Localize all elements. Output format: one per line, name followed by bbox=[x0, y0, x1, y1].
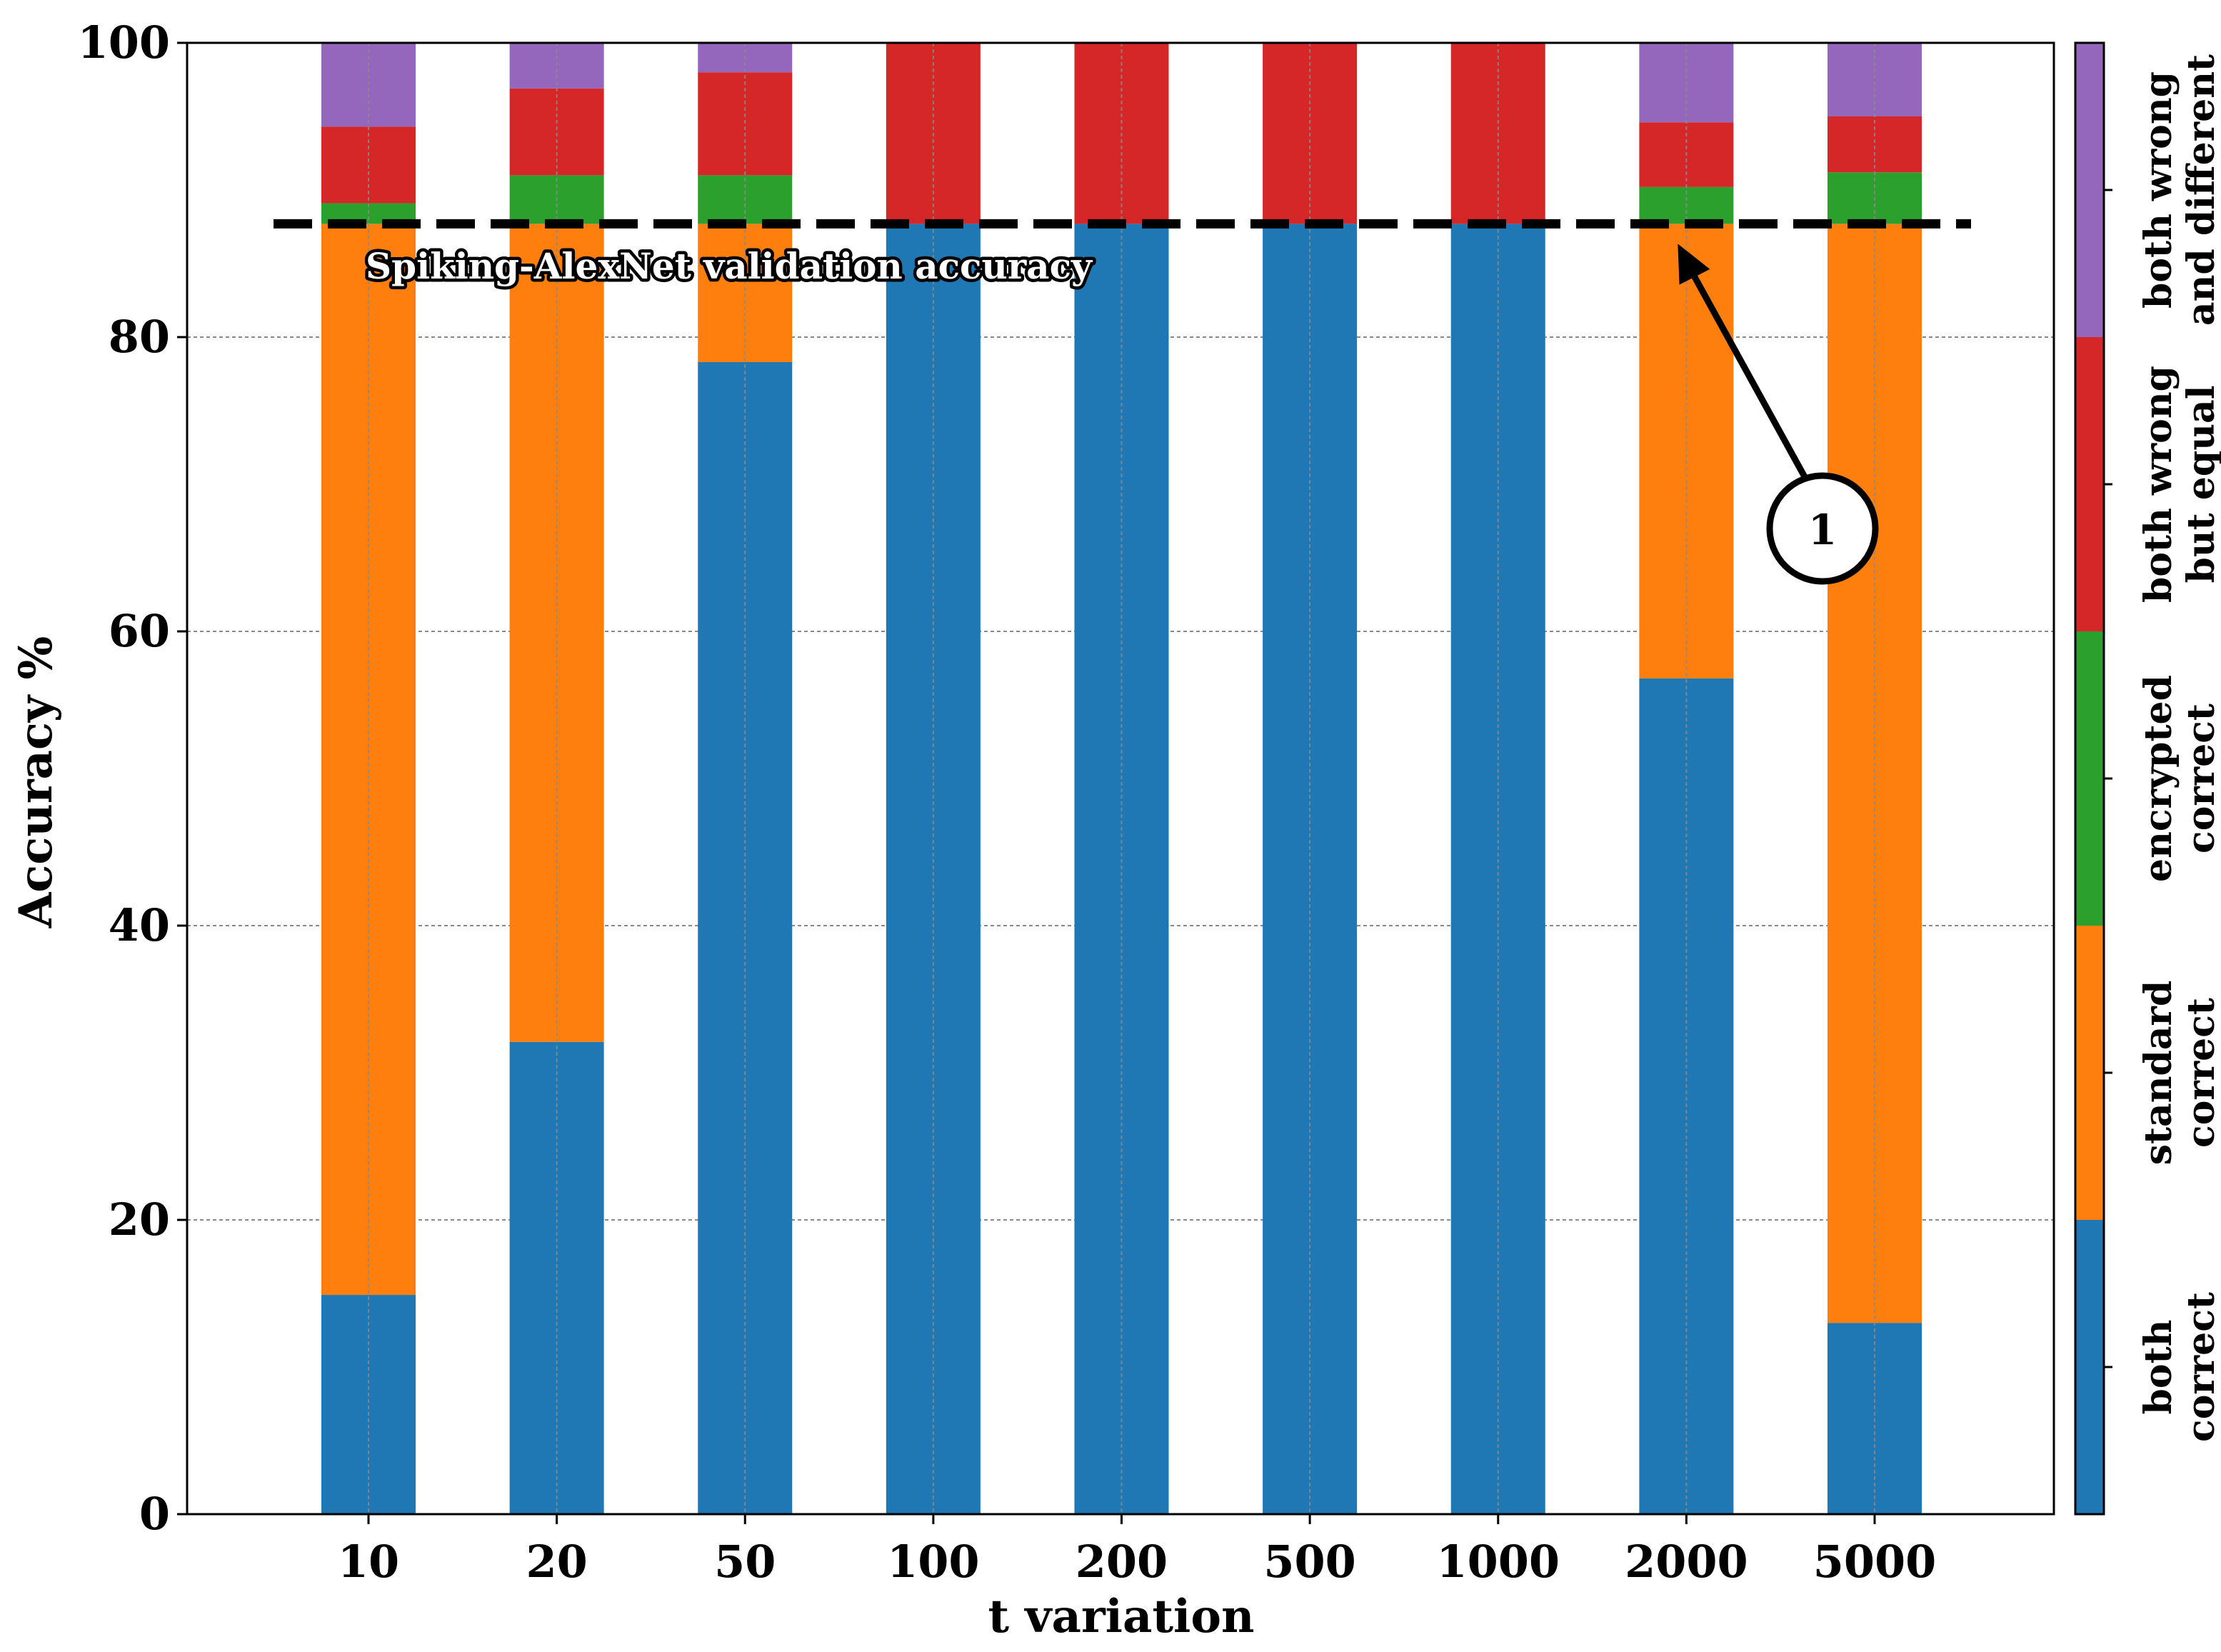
colorbar-label-line: correct bbox=[2180, 998, 2221, 1148]
y-tick-label: 80 bbox=[109, 311, 170, 363]
colorbar-segment bbox=[2075, 337, 2104, 631]
y-tick-label: 0 bbox=[139, 1488, 170, 1540]
colorbar-label-line: correct bbox=[2180, 1292, 2221, 1442]
bar-segment bbox=[1828, 43, 1922, 116]
colorbar-label: both wrong but equal bbox=[2137, 366, 2221, 603]
x-tick-label: 500 bbox=[1263, 1536, 1355, 1588]
colorbar-label-line: correct bbox=[2180, 704, 2221, 853]
colorbar-label-line: standard bbox=[2137, 981, 2180, 1166]
callout-number: 1 bbox=[1808, 506, 1837, 554]
colorbar-label-line: both wrong bbox=[2137, 366, 2180, 603]
y-tick-label: 100 bbox=[78, 16, 170, 69]
vertical-grid-lines bbox=[368, 43, 1875, 1514]
colorbar-frame bbox=[2074, 41, 2105, 1516]
colorbar-label-line: both bbox=[2137, 1320, 2180, 1415]
callout-arrow-head bbox=[1678, 244, 1710, 285]
y-tick-label: 40 bbox=[109, 899, 170, 951]
colorbar-segment bbox=[2075, 631, 2104, 926]
colorbar-segment bbox=[2075, 1220, 2104, 1514]
colorbar-label: standard correct bbox=[2137, 981, 2221, 1166]
x-tick-label: 100 bbox=[887, 1536, 979, 1588]
y-tick-label: 60 bbox=[109, 605, 170, 657]
callout-circle bbox=[1766, 472, 1879, 585]
bar-segment bbox=[1828, 116, 1922, 173]
reference-line-label: Spiking-AlexNet validation accuracy bbox=[366, 245, 1093, 287]
colorbar-label-line: encrypted bbox=[2137, 675, 2180, 882]
callout: 1 bbox=[1678, 244, 1879, 585]
colorbar-segment bbox=[2075, 926, 2104, 1220]
colorbar-label: both wrong and different bbox=[2137, 54, 2221, 326]
x-tick-label: 10 bbox=[338, 1536, 399, 1588]
colorbar-segment bbox=[2075, 43, 2104, 337]
colorbar-label: both correct bbox=[2137, 1292, 2221, 1442]
y-axis-label: Accuracy % bbox=[9, 636, 63, 929]
colorbar-label-line: but equal bbox=[2180, 386, 2221, 584]
colorbar-label: encrypted correct bbox=[2137, 675, 2221, 882]
colorbar-label-line: both wrong bbox=[2137, 71, 2180, 309]
x-tick-label: 50 bbox=[714, 1536, 776, 1588]
tick-labels: 0 20 40 60 80 100 10 20 50 100 200 500 1000 2000 5000 bbox=[78, 16, 1937, 1588]
x-tick-label: 20 bbox=[526, 1536, 587, 1588]
colorbar-label-line: and different bbox=[2180, 54, 2221, 326]
x-tick-label: 2000 bbox=[1625, 1536, 1748, 1588]
bar-segment bbox=[321, 1295, 416, 1514]
callout-arrow-shaft bbox=[1691, 275, 1814, 491]
x-axis-label: t variation bbox=[988, 1590, 1254, 1643]
x-tick-label: 5000 bbox=[1813, 1536, 1937, 1588]
x-tick-label: 1000 bbox=[1436, 1536, 1560, 1588]
y-tick-label: 20 bbox=[109, 1193, 170, 1246]
bar-segment bbox=[1828, 224, 1922, 1323]
x-tick-label: 200 bbox=[1076, 1536, 1168, 1588]
